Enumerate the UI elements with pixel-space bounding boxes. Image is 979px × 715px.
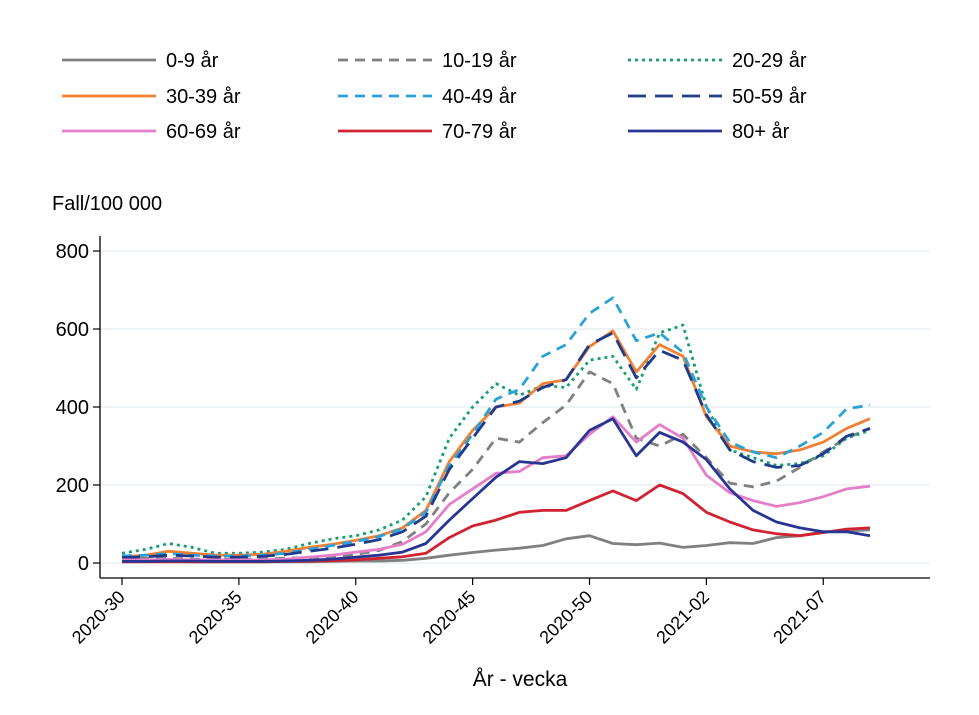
legend-label: 40-49 år: [442, 86, 517, 108]
x-tick-label: 2020-35: [185, 587, 246, 648]
legend-label: 10-19 år: [442, 50, 517, 72]
legend-label: 20-29 år: [732, 50, 807, 72]
y-tick-label: 0: [78, 553, 89, 575]
series-line-3: [121, 329, 871, 559]
series-line-6: [122, 415, 871, 562]
legend: 0-9 år 10-19 år 20-29 år 30-39 år 40-49 år 50…: [62, 50, 807, 143]
legend-label: 80+ år: [732, 121, 790, 143]
legend-label: 70-79 år: [442, 121, 517, 143]
y-axis-ticks: 0 200 400 600 800: [56, 241, 100, 575]
y-tick-label: 200: [56, 475, 89, 497]
series-line-4: [121, 296, 871, 558]
series-line-2: [121, 323, 871, 555]
series-line-5: [121, 331, 871, 559]
x-tick-label: 2020-40: [302, 587, 363, 648]
y-tick-label: 400: [56, 397, 89, 419]
y-tick-label: 800: [56, 241, 89, 263]
x-axis-ticks: 2020-30 2020-35 2020-40 2020-45 2020-50 2021-…: [68, 578, 830, 648]
x-axis-label: År - vecka: [473, 668, 568, 691]
legend-label: 50-59 år: [732, 86, 807, 108]
y-tick-label: 600: [56, 319, 89, 341]
x-tick-label: 2021-07: [769, 587, 830, 648]
legend-label: 0-9 år: [166, 50, 219, 72]
legend-label: 60-69 år: [166, 121, 241, 143]
x-tick-label: 2021-02: [652, 587, 713, 648]
series-line-8: [122, 417, 871, 563]
x-tick-label: 2020-50: [535, 587, 596, 648]
plot-lines: [121, 296, 871, 564]
gridlines: [100, 250, 930, 564]
x-tick-label: 2020-45: [419, 587, 480, 648]
x-tick-label: 2020-30: [68, 587, 129, 648]
legend-label: 30-39 år: [166, 86, 241, 108]
y-axis-label: Fall/100 000: [52, 193, 162, 215]
